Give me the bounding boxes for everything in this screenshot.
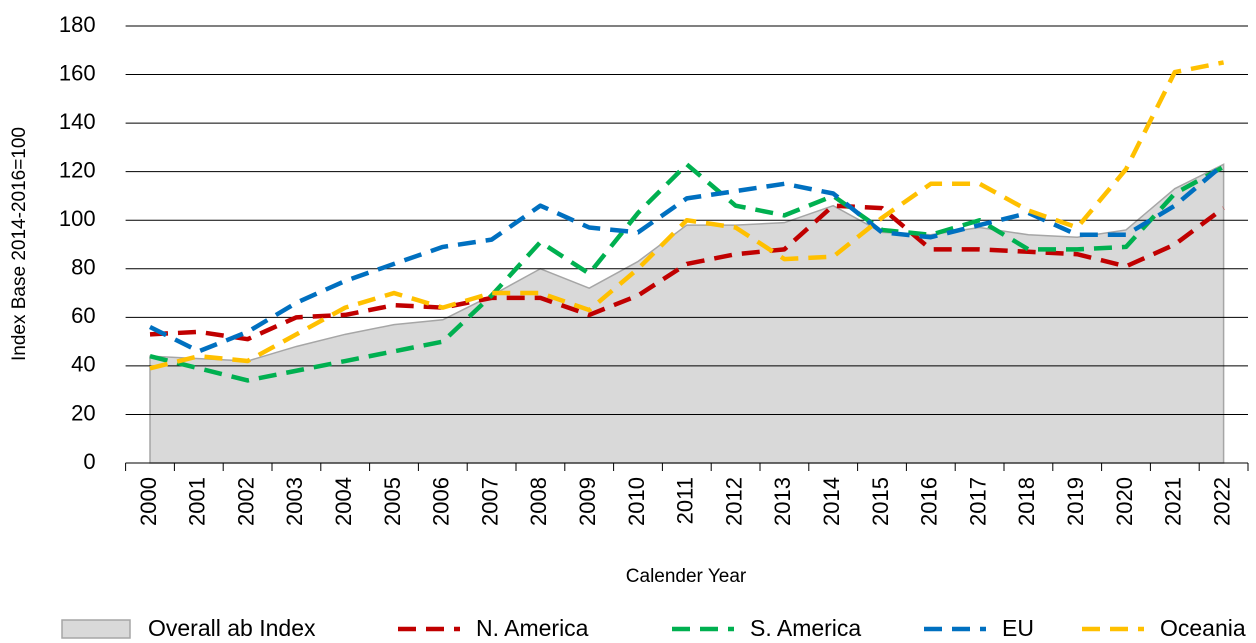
x-tick-label: 2014 — [819, 477, 844, 526]
legend-label: S. America — [750, 615, 861, 641]
x-tick-label: 2006 — [429, 477, 454, 526]
x-tick-label: 2005 — [380, 477, 405, 526]
y-tick-label: 20 — [71, 400, 95, 425]
x-tick-label: 2017 — [965, 477, 990, 526]
y-tick-label: 40 — [71, 352, 95, 377]
line — [149, 203, 1225, 342]
line — [148, 162, 1226, 354]
y-tick-label: 120 — [59, 157, 96, 182]
x-tick-label: 2015 — [868, 477, 893, 526]
line — [149, 60, 1225, 371]
y-tick-label: 160 — [59, 60, 96, 85]
x-tick-label: 2008 — [526, 477, 551, 526]
x-tick-label: 2000 — [136, 477, 161, 526]
x-tick-label: 2016 — [917, 477, 942, 526]
x-tick-label: 2013 — [770, 477, 795, 526]
x-tick-label: 2022 — [1209, 477, 1234, 526]
legend-label: N. America — [476, 615, 589, 641]
legend-swatch — [61, 619, 131, 639]
legend-label: EU — [1002, 615, 1034, 641]
y-tick-label: 180 — [59, 12, 96, 37]
x-tick-label: 2004 — [331, 477, 356, 526]
x-tick-label: 2021 — [1161, 477, 1186, 526]
y-tick-label: 140 — [59, 109, 96, 134]
y-tick-label: 60 — [71, 303, 95, 328]
x-tick-label: 2012 — [721, 477, 746, 526]
area — [149, 163, 1225, 464]
x-axis-title: Calender Year — [626, 566, 747, 587]
y-tick-label: 0 — [83, 449, 95, 474]
x-tick-label: 2010 — [624, 477, 649, 526]
x-tick-label: 2002 — [233, 477, 258, 526]
y-tick-label: 80 — [71, 255, 95, 280]
x-tick-label: 2020 — [1112, 477, 1137, 526]
legend-label: Overall ab Index — [148, 615, 316, 641]
x-tick-label: 2009 — [575, 477, 600, 526]
x-tick-label: 2011 — [673, 477, 698, 524]
y-axis-title: Index Base 2014-2016=100 — [9, 127, 30, 361]
x-tick-label: 2003 — [282, 477, 307, 526]
x-tick-label: 2001 — [185, 477, 210, 526]
x-tick-label: 2018 — [1014, 477, 1039, 526]
line — [149, 162, 1225, 383]
legend-label: Oceania — [1160, 615, 1246, 641]
y-tick-label: 100 — [59, 206, 96, 231]
x-tick-label: 2007 — [477, 477, 502, 526]
x-tick-label: 2019 — [1063, 477, 1088, 526]
